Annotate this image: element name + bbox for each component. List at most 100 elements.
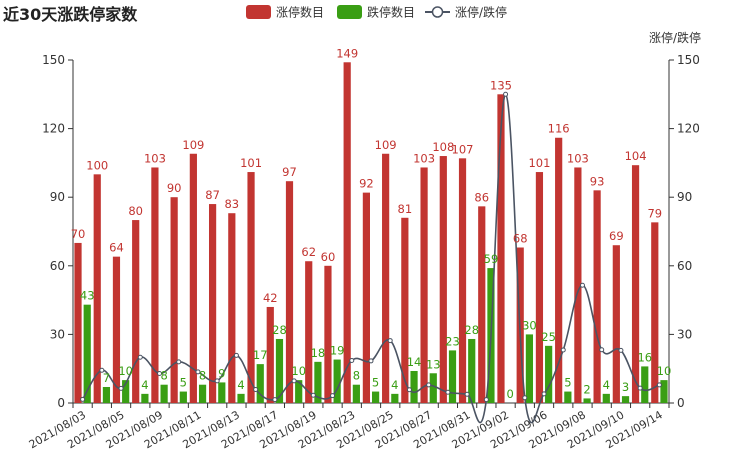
left-tick-label: 0 [57, 396, 65, 410]
ratio-point [503, 91, 509, 97]
bar-label-up: 42 [263, 291, 278, 305]
bar-up [151, 167, 159, 403]
bar-down [448, 350, 457, 403]
bar-label-up: 103 [144, 151, 166, 165]
legend-item-down[interactable]: 跌停数目 [337, 5, 415, 20]
bar-up [401, 217, 409, 403]
bar-up [382, 153, 390, 403]
bar-label-down: 8 [353, 369, 360, 383]
bar-up [612, 245, 620, 403]
bar-up [305, 261, 313, 403]
bar-label-down: 4 [141, 378, 148, 392]
bar-label-up: 79 [647, 206, 662, 220]
ratio-point [464, 391, 470, 397]
bar-down [141, 393, 149, 403]
bar-label-up: 62 [301, 245, 316, 259]
ratio-point [522, 395, 528, 401]
bar-label-up: 87 [205, 188, 220, 202]
right-tick-label: 150 [677, 53, 700, 67]
ratio-point [310, 392, 316, 398]
bar-label-down: 43 [80, 289, 95, 303]
ratio-point [426, 382, 432, 388]
bar-label-up: 101 [240, 156, 262, 170]
bar-label-down: 25 [541, 330, 556, 344]
left-tick-label: 120 [42, 122, 65, 136]
bar-down [122, 380, 130, 403]
bar-down [352, 384, 360, 403]
bar-down [641, 366, 649, 403]
bar-label-down: 7 [103, 371, 110, 385]
bar-label-down: 28 [464, 323, 479, 337]
bar-up [170, 197, 178, 403]
bar-label-up: 108 [432, 140, 454, 154]
ratio-point [349, 357, 355, 363]
bar-down [333, 359, 341, 403]
ratio-point [541, 391, 547, 397]
bar-up [458, 158, 467, 403]
bar-label-down: 13 [426, 357, 441, 371]
bar-label-down: 5 [372, 376, 379, 390]
ratio-point [195, 369, 201, 375]
bar-label-up: 103 [567, 151, 589, 165]
bar-down [314, 361, 322, 403]
bar-down [391, 393, 399, 403]
right-tick-label: 0 [677, 396, 685, 410]
bar-label-down: 59 [484, 252, 499, 266]
bar-down [237, 393, 245, 403]
bar-up [324, 265, 332, 403]
bar-down [102, 386, 111, 403]
bar-label-up: 69 [609, 229, 624, 243]
ratio-point [176, 359, 182, 365]
ratio-point [387, 338, 393, 344]
bar-label-down: 16 [637, 350, 652, 364]
bar-label-down: 23 [445, 334, 460, 348]
data-labels: 7043100764108041038905109887983410117422… [71, 46, 672, 401]
bar-down [525, 334, 534, 403]
legend[interactable]: 涨停数目 跌停数目 涨停/跌停 [246, 5, 507, 20]
ratio-point [272, 397, 278, 403]
bar-up [631, 165, 640, 403]
ratio-line-path [81, 93, 660, 424]
bar-label-up: 90 [167, 181, 182, 195]
bar-label-up: 86 [474, 190, 489, 204]
bar-label-up: 116 [548, 122, 570, 136]
bar-label-down: 8 [199, 369, 206, 383]
ratio-point [618, 347, 624, 353]
ratio-point [214, 378, 220, 384]
ratio-point [330, 393, 336, 399]
legend-item-up[interactable]: 涨停数目 [246, 5, 324, 20]
bar-label-down: 28 [272, 323, 287, 337]
bar-up [208, 204, 217, 403]
ratio-point [157, 371, 163, 377]
ratio-point [445, 389, 451, 395]
ratio-point [406, 387, 412, 393]
ratio-point [368, 358, 374, 364]
bar-label-down: 18 [311, 346, 326, 360]
legend-swatch-up [246, 5, 271, 19]
bar-up [362, 192, 370, 403]
bar-up [266, 306, 274, 403]
bar-down [410, 370, 418, 403]
bar-down [256, 364, 264, 403]
bar-up [189, 153, 197, 403]
left-tick-label: 60 [50, 259, 65, 273]
ratio-point [656, 382, 662, 388]
bar-label-up: 60 [321, 250, 336, 264]
bar-down [218, 382, 226, 403]
bar-label-down: 4 [237, 378, 244, 392]
ratio-point [637, 385, 643, 391]
ratio-point [560, 347, 566, 353]
right-tick-label: 60 [677, 259, 692, 273]
bar-label-down: 14 [407, 355, 422, 369]
bar-label-down: 5 [564, 376, 571, 390]
bar-label-up: 135 [490, 78, 512, 92]
bar-down [468, 338, 476, 403]
ratio-point [483, 397, 489, 403]
right-tick-label: 30 [677, 327, 692, 341]
legend-item-ratio[interactable]: 涨停/跌停 [425, 5, 507, 20]
bar-label-up: 81 [398, 202, 413, 216]
bar-label-down: 10 [118, 364, 133, 378]
bar-label-up: 64 [109, 241, 124, 255]
bar-label-up: 101 [528, 156, 550, 170]
bar-up [574, 167, 582, 403]
